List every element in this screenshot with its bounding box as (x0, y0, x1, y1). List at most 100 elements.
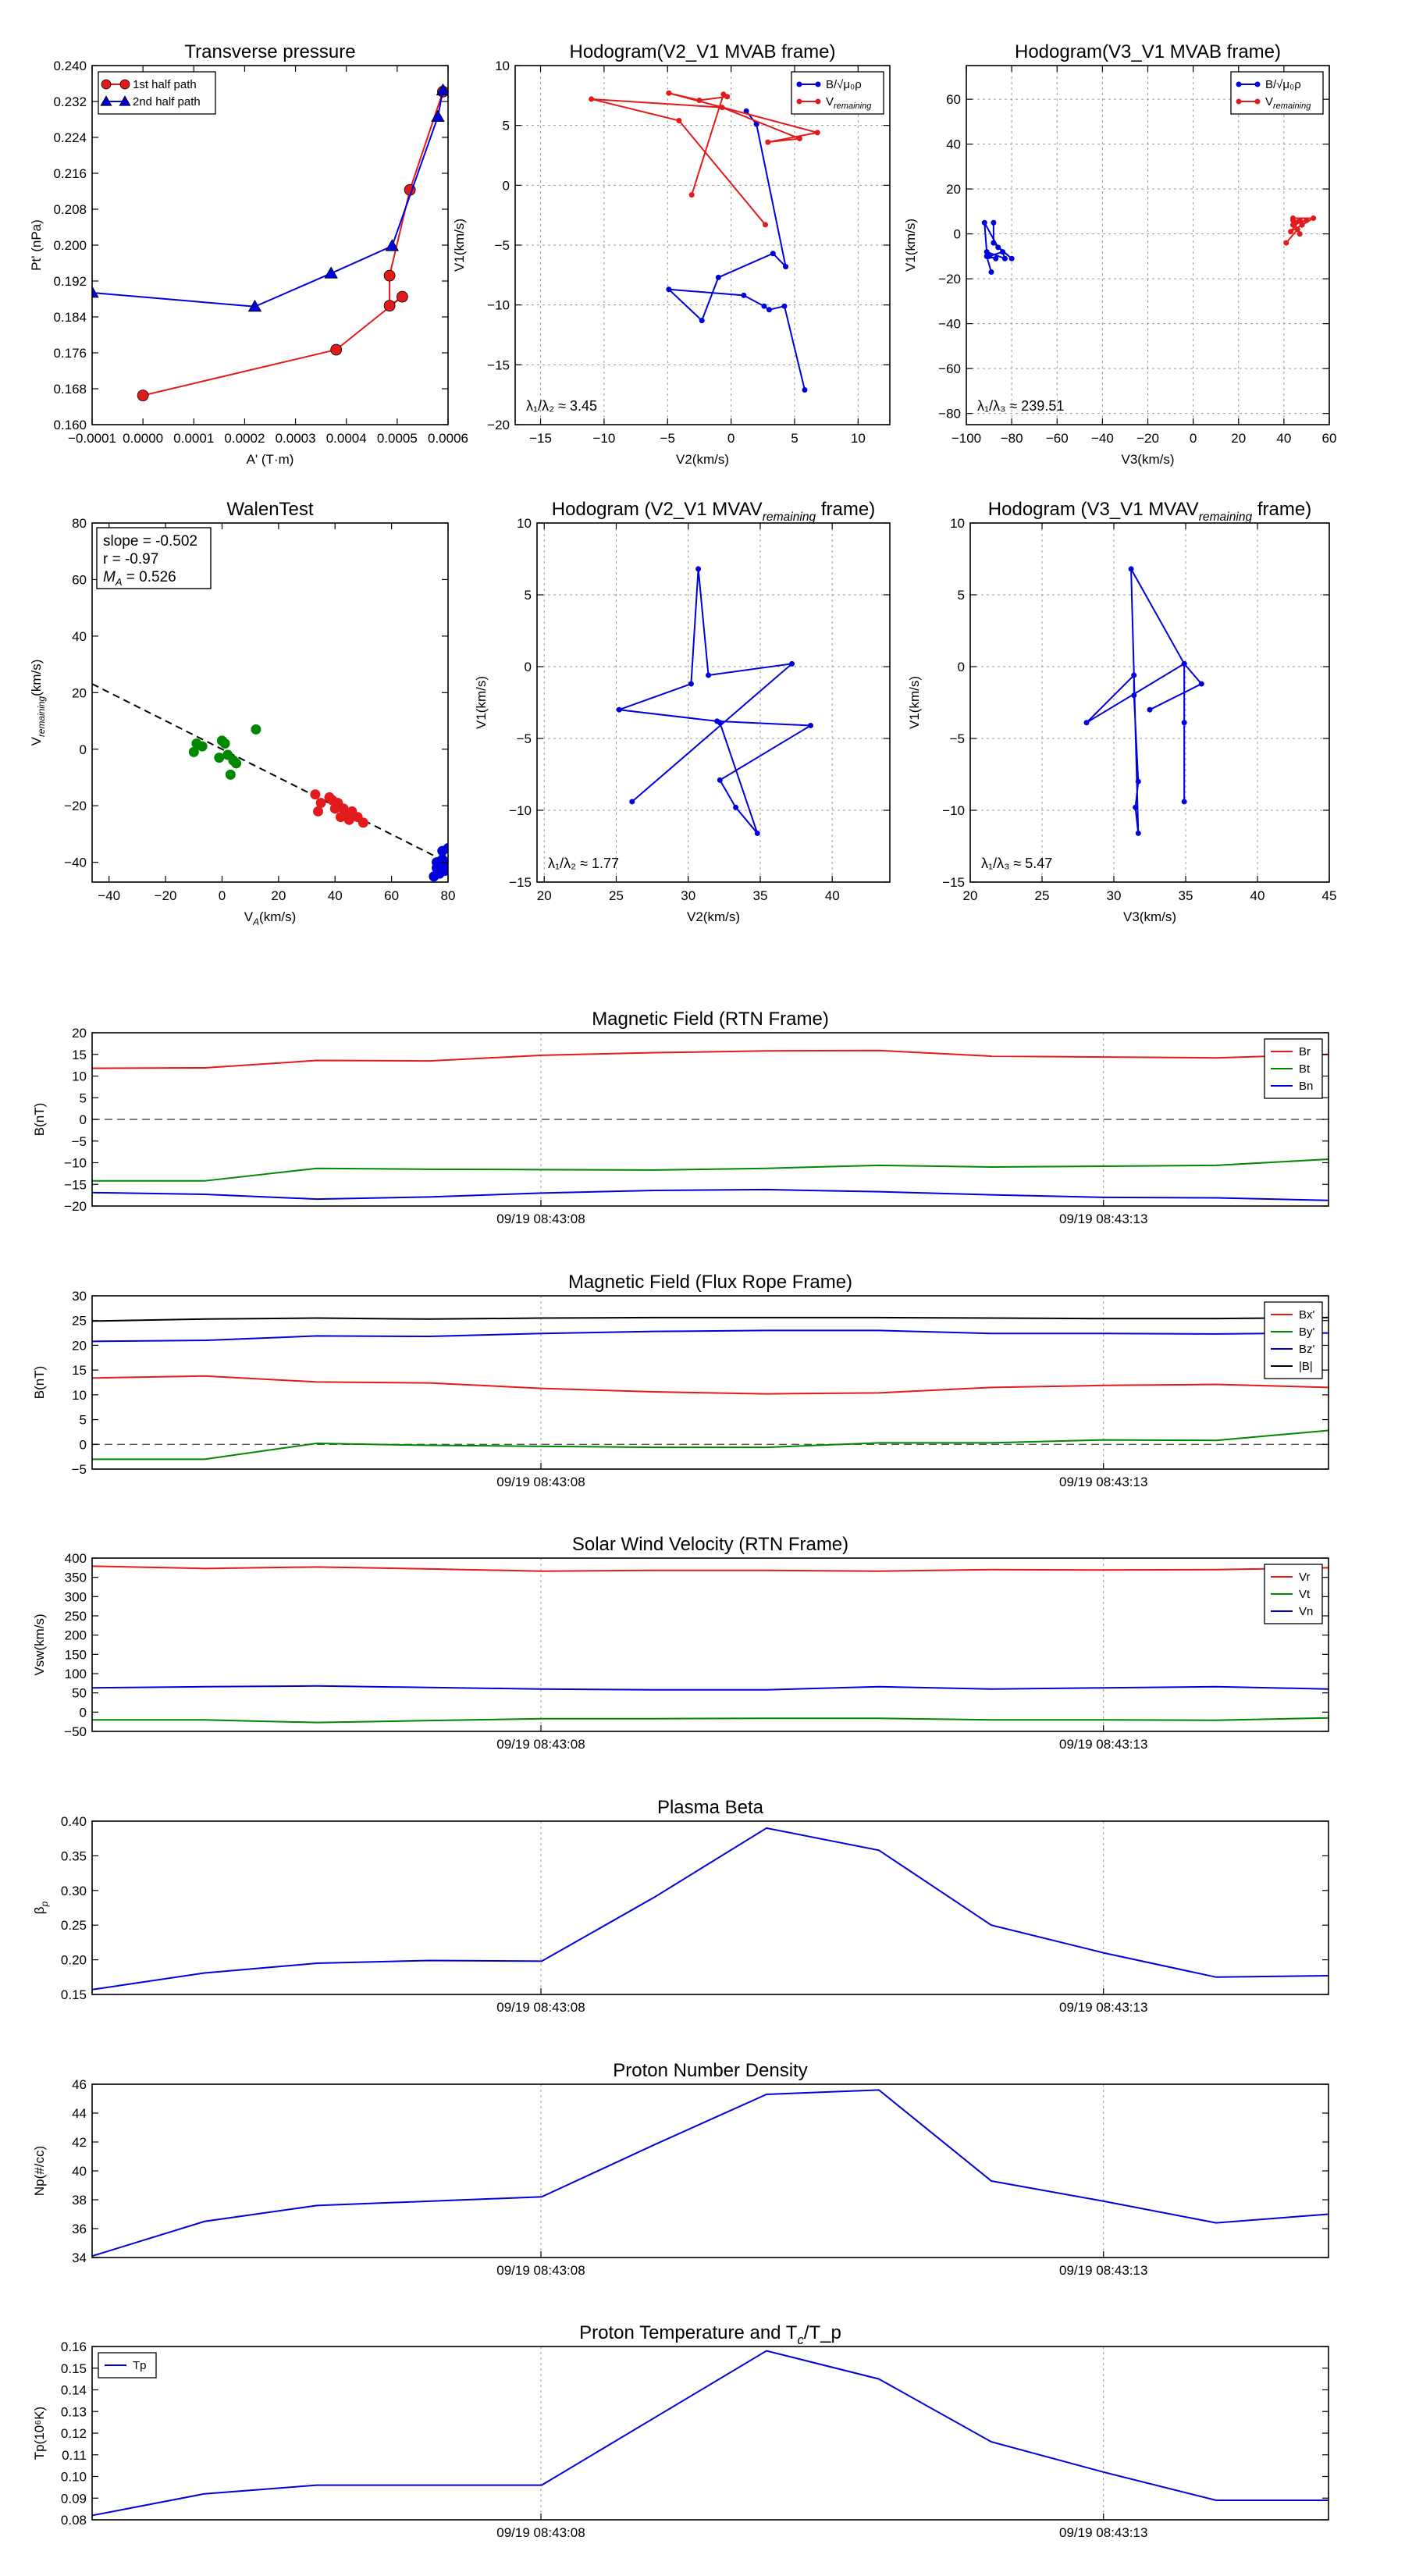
x-tick-label: 40 (1250, 888, 1265, 903)
y-tick-label: 0.14 (61, 2383, 87, 2398)
series-line (667, 110, 806, 390)
x-tick-label: 09/19 08:43:08 (496, 1212, 585, 1226)
series-b (666, 108, 808, 393)
y-tick-label: 40 (72, 2164, 87, 2179)
axes-frame (91, 522, 449, 883)
legend: 1st half path 2nd half path (98, 71, 216, 115)
series-tp (92, 2350, 1329, 2517)
x-tick-label: 0.0006 (428, 431, 468, 446)
series-red (310, 789, 368, 828)
legend: Tp (98, 2352, 157, 2379)
series-line (1086, 568, 1203, 834)
x-tick-label: 09/19 08:43:08 (496, 2525, 585, 2540)
y-axis-label: V1(km/s) (452, 219, 467, 272)
data-point (676, 118, 682, 124)
x-tick-label: 35 (1179, 888, 1193, 903)
data-point (696, 97, 702, 103)
data-point (688, 681, 694, 687)
y-axis-label: βp (32, 1901, 50, 1914)
title-text: frame) (1252, 499, 1311, 520)
y-tick-label: −15 (487, 358, 510, 372)
y-tick-label: 0 (958, 660, 965, 674)
x-tick-label: 0 (219, 888, 226, 903)
chart-tp_t: Proton Temperature and Tc/T_p 0.08 0.09 0.1… (32, 2322, 1329, 2540)
x-tick-label: 0.0004 (326, 431, 367, 446)
series-line (92, 1429, 1329, 1461)
stats-line: MA = 0.526 (103, 569, 176, 588)
y-axis-label: B(nT) (32, 1103, 47, 1137)
legend-text: V (826, 95, 834, 109)
legend-subscript: remaining (834, 101, 872, 111)
legend-label: Vt (1299, 1588, 1311, 1601)
data-point (814, 130, 820, 136)
chart-np: Proton Number Density 34 36 38 40 42 44 46 09/19… (32, 2060, 1329, 2278)
data-point (695, 566, 702, 572)
series-v (1083, 566, 1204, 836)
y-tick-label: 20 (72, 1338, 87, 1353)
data-point (1133, 804, 1139, 810)
legend-marker (1254, 81, 1261, 87)
plot-area (1083, 566, 1204, 836)
y-tick-label: 200 (65, 1628, 87, 1643)
series-b (92, 1316, 1329, 1322)
x-tick-label: −60 (1046, 431, 1069, 446)
chart-h13: Hodogram(V3_V1 MVAB frame) −80 −60 −40 −20 0 2… (903, 41, 1336, 467)
data-point (1000, 249, 1005, 255)
data-point (688, 192, 695, 198)
y-tick-label: 0 (80, 1437, 87, 1452)
data-point (666, 286, 672, 293)
x-tick-label: 40 (825, 888, 840, 903)
x-tick-label: 0 (727, 431, 735, 446)
data-point (1198, 681, 1204, 687)
data-point (343, 814, 354, 825)
y-tick-label: 25 (72, 1314, 87, 1329)
label-text: Proton Temperature and T (579, 2322, 798, 2343)
y-tick-label: 0.25 (61, 1918, 87, 1933)
legend: Bx' By' Bz' |B| (1264, 1301, 1323, 1379)
chart-bf_fr: Magnetic Field (Flux Rope Frame) −5 0 5 10 15… (32, 1272, 1329, 1489)
x-tick-label: 0 (1190, 431, 1197, 446)
legend-label: 1st half path (133, 78, 197, 91)
y-tick-label: 150 (65, 1647, 87, 1662)
data-point (706, 672, 712, 678)
data-point (616, 706, 622, 713)
y-tick-label: 100 (65, 1667, 87, 1681)
y-tick-label: 0.216 (53, 166, 87, 181)
y-tick-label: 0 (503, 178, 510, 193)
data-point (335, 812, 346, 823)
x-tick-label: 45 (1322, 888, 1337, 903)
data-point (137, 390, 149, 402)
data-point (1135, 778, 1141, 785)
x-tick-label: 09/19 08:43:13 (1059, 1475, 1147, 1489)
y-tick-label: 0.30 (61, 1884, 87, 1898)
data-point (247, 299, 262, 312)
y-tick-label: 0.176 (53, 346, 87, 361)
x-tick-label: 0.0001 (173, 431, 214, 446)
data-point (219, 738, 230, 749)
legend-label: Br (1299, 1045, 1311, 1059)
y-tick-label: 0.08 (61, 2513, 87, 2528)
series-line (92, 1158, 1329, 1182)
legend-box (98, 71, 216, 115)
data-point (1128, 566, 1134, 572)
label-text: β (32, 1906, 47, 1914)
data-point (313, 806, 324, 817)
data-point (431, 109, 445, 122)
stats-box (96, 527, 212, 589)
x-tick-label: 30 (681, 888, 695, 903)
series-b (981, 219, 1015, 275)
series-line (92, 1329, 1329, 1343)
legend-label: |B| (1299, 1360, 1313, 1373)
data-point (1311, 215, 1317, 221)
y-tick-label: −20 (487, 418, 510, 432)
x-axis-label: A' (T·m) (247, 452, 294, 467)
series-line (92, 1188, 1329, 1201)
data-point (1304, 217, 1310, 223)
y-tick-label: 20 (946, 182, 961, 197)
x-tick-label: 60 (384, 888, 399, 903)
x-axis-label: VA(km/s) (244, 909, 297, 927)
y-axis-label: V1(km/s) (903, 219, 918, 272)
data-point (720, 91, 727, 98)
y-tick-label: 50 (72, 1686, 87, 1701)
y-tick-label: −50 (64, 1724, 87, 1739)
